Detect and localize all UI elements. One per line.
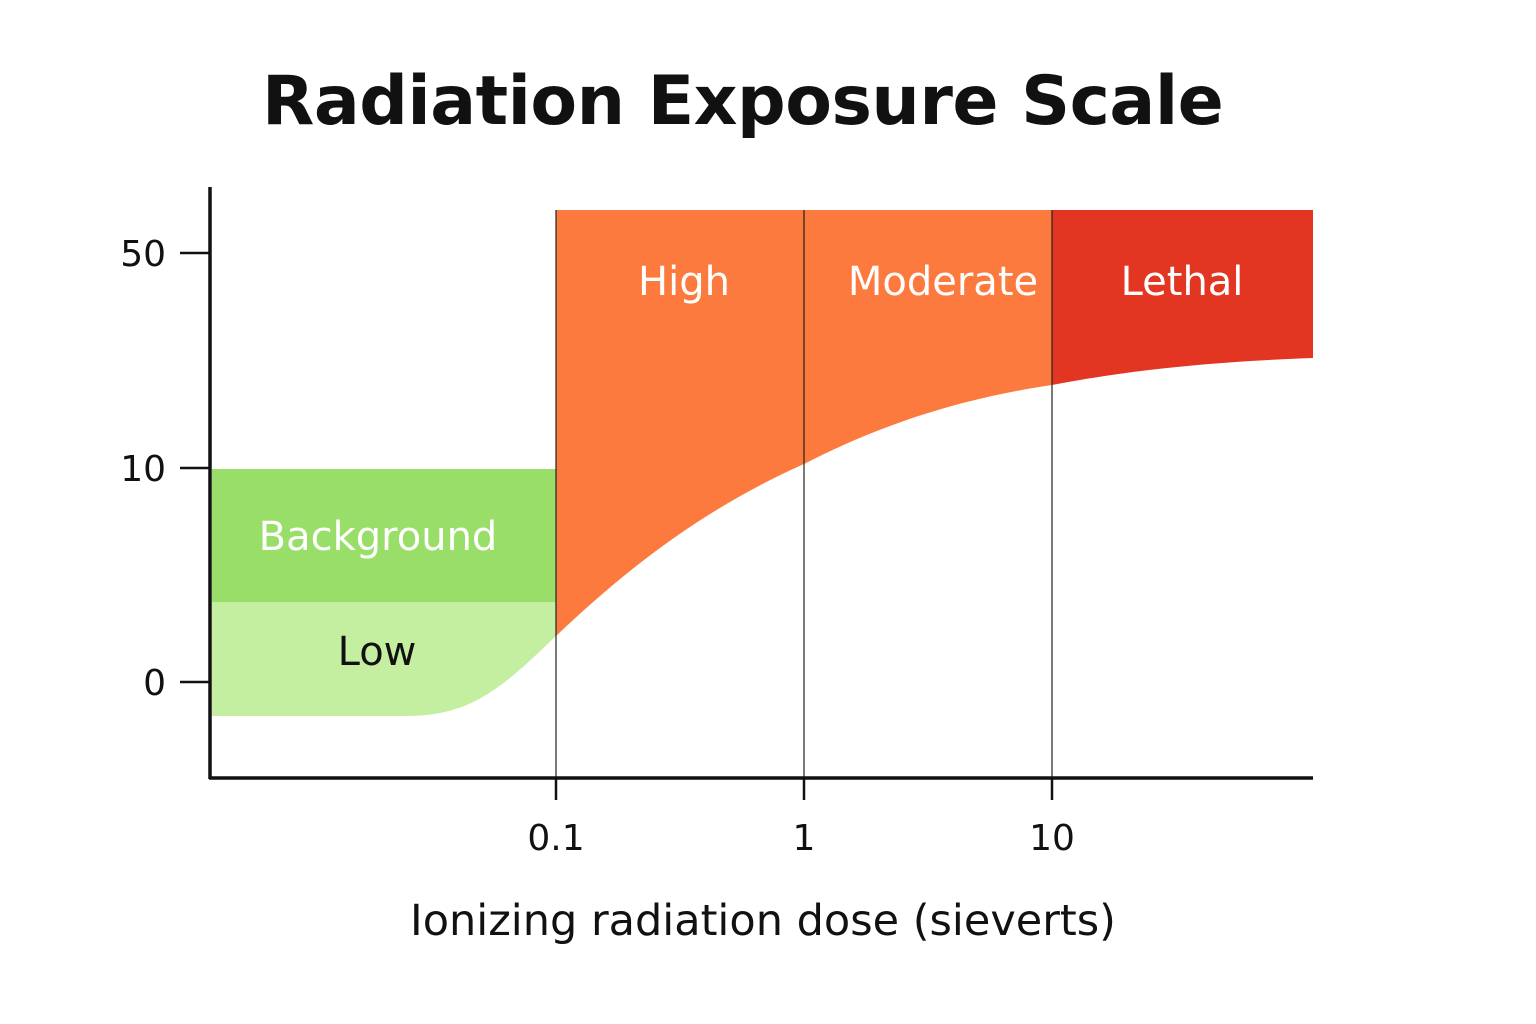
chart-title: Radiation Exposure Scale <box>262 62 1224 141</box>
zone-high-region <box>556 210 804 636</box>
zone-moderate-region <box>804 210 1052 464</box>
zone-label-moderate: Moderate <box>848 259 1038 305</box>
x-tick-label-0.1: 0.1 <box>527 818 584 859</box>
x-axis-title: Ionizing radiation dose (sieverts) <box>410 896 1116 946</box>
zone-label-high: High <box>638 259 730 305</box>
zone-background-region <box>212 469 556 602</box>
y-tick-label-0: 0 <box>143 663 166 704</box>
zone-label-background: Background <box>259 514 498 560</box>
y-tick-label-50: 50 <box>120 234 166 275</box>
zone-low-region <box>212 602 556 716</box>
x-tick-label-10: 10 <box>1029 818 1075 859</box>
zone-label-low: Low <box>338 629 417 675</box>
zone-label-lethal: Lethal <box>1121 259 1244 305</box>
x-tick-label-1: 1 <box>793 818 816 859</box>
zone-lethal-region <box>1052 210 1313 385</box>
y-tick-label-10: 10 <box>120 449 166 490</box>
